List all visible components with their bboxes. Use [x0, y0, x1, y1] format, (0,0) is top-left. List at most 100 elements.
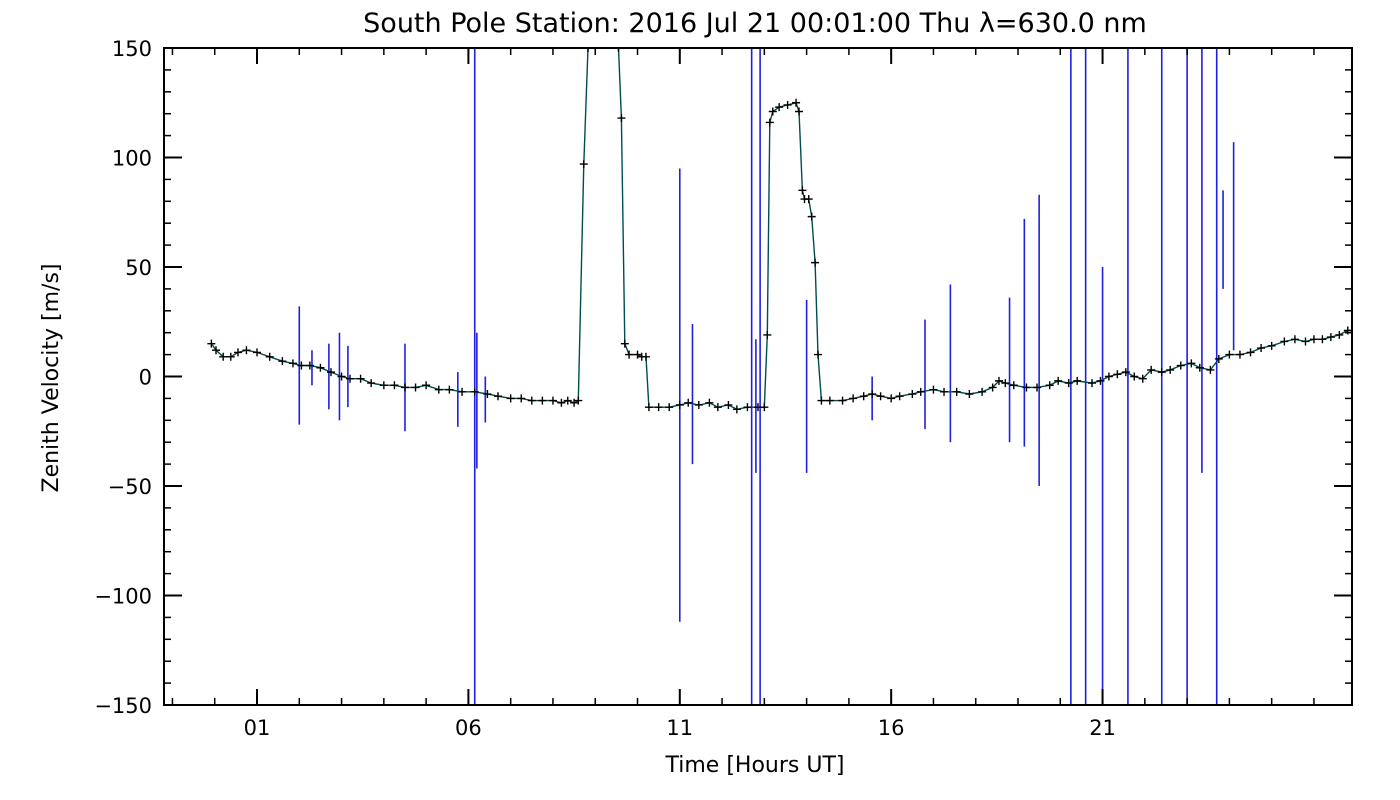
data-point — [316, 363, 325, 372]
data-point — [614, 48, 623, 52]
data-point — [775, 103, 784, 112]
data-point — [574, 396, 583, 405]
data-point — [563, 396, 572, 405]
data-point — [1301, 337, 1310, 346]
data-point — [825, 396, 834, 405]
y-tick-label: 100 — [112, 147, 152, 171]
data-point — [1009, 381, 1018, 390]
data-point — [337, 372, 346, 381]
data-point — [1206, 365, 1215, 374]
y-tick-label: −100 — [94, 585, 152, 609]
data-point — [1176, 361, 1185, 370]
data-point — [1214, 354, 1223, 363]
data-point — [212, 346, 221, 355]
data-point — [644, 403, 653, 412]
y-tick-label: −50 — [108, 475, 152, 499]
data-point — [1195, 363, 1204, 372]
plot-area — [207, 48, 1373, 705]
data-point — [584, 48, 593, 52]
data-point — [1361, 327, 1369, 335]
data-point — [633, 350, 642, 359]
data-point — [1073, 376, 1082, 385]
data-point — [278, 357, 287, 366]
data-point — [838, 396, 847, 405]
data-point — [768, 107, 777, 116]
data-point — [226, 352, 235, 361]
data-point — [1257, 344, 1266, 353]
data-point — [620, 339, 629, 348]
axes: 01 06 11 16 21 150 100 50 0 −50 −100 −150 — [94, 37, 1353, 740]
data-point — [1001, 379, 1010, 388]
data-point — [868, 390, 877, 399]
data-point — [570, 398, 579, 407]
data-point — [952, 387, 961, 396]
data-point — [233, 348, 242, 357]
data-point — [876, 392, 885, 401]
data-point — [713, 403, 722, 412]
data-point — [940, 387, 949, 396]
data-point — [1087, 379, 1096, 388]
data-point — [895, 392, 904, 401]
data-point — [1138, 374, 1147, 383]
y-tick-label: 50 — [125, 256, 152, 280]
data-point — [1157, 368, 1166, 377]
data-point — [367, 379, 376, 388]
data-point — [1113, 370, 1122, 379]
data-point — [705, 398, 714, 407]
data-point — [916, 387, 925, 396]
data-point — [557, 398, 566, 407]
series-line — [210, 48, 1352, 411]
data-point — [356, 374, 365, 383]
data-point — [1054, 376, 1063, 385]
data-point — [1267, 341, 1276, 350]
x-tick-label: 06 — [455, 716, 482, 740]
data-point — [817, 396, 826, 405]
data-point — [1365, 324, 1373, 332]
data-point — [1104, 372, 1113, 381]
data-point — [1352, 327, 1360, 335]
data-point — [807, 212, 816, 221]
x-tick-label: 21 — [1089, 716, 1116, 740]
data-point — [625, 350, 634, 359]
data-point — [988, 383, 997, 392]
data-point — [579, 160, 588, 169]
data-point — [445, 385, 454, 394]
data-point — [763, 330, 772, 339]
data-point — [1033, 383, 1042, 392]
x-axis-label: Time [Hours UT] — [665, 753, 845, 778]
data-point — [732, 405, 741, 414]
data-point — [1187, 359, 1196, 368]
data-point — [411, 383, 420, 392]
data-point — [675, 400, 684, 409]
data-point — [527, 396, 536, 405]
data-point — [1064, 379, 1073, 388]
data-point — [617, 114, 626, 123]
data-point — [760, 403, 769, 412]
data-point — [795, 107, 804, 116]
data-point — [654, 403, 663, 412]
data-point — [265, 352, 274, 361]
data-point — [1022, 383, 1031, 392]
data-point — [207, 339, 216, 348]
data-point — [297, 361, 306, 370]
data-point — [1246, 348, 1255, 357]
data-point — [506, 394, 515, 403]
data-point — [434, 385, 443, 394]
y-tick-label: 0 — [139, 366, 152, 390]
data-point — [346, 374, 355, 383]
data-point — [1121, 368, 1130, 377]
data-point — [400, 383, 409, 392]
data-point — [548, 396, 557, 405]
data-point — [1290, 335, 1299, 344]
chart-title: South Pole Station: 2016 Jul 21 00:01:00… — [363, 8, 1147, 39]
data-point — [694, 400, 703, 409]
data-point — [684, 398, 693, 407]
data-point — [422, 381, 431, 390]
data-point — [1235, 350, 1244, 359]
data-point — [724, 400, 733, 409]
data-point — [849, 394, 858, 403]
data-point — [242, 346, 251, 355]
data-point — [470, 387, 479, 396]
data-point — [1225, 350, 1234, 359]
